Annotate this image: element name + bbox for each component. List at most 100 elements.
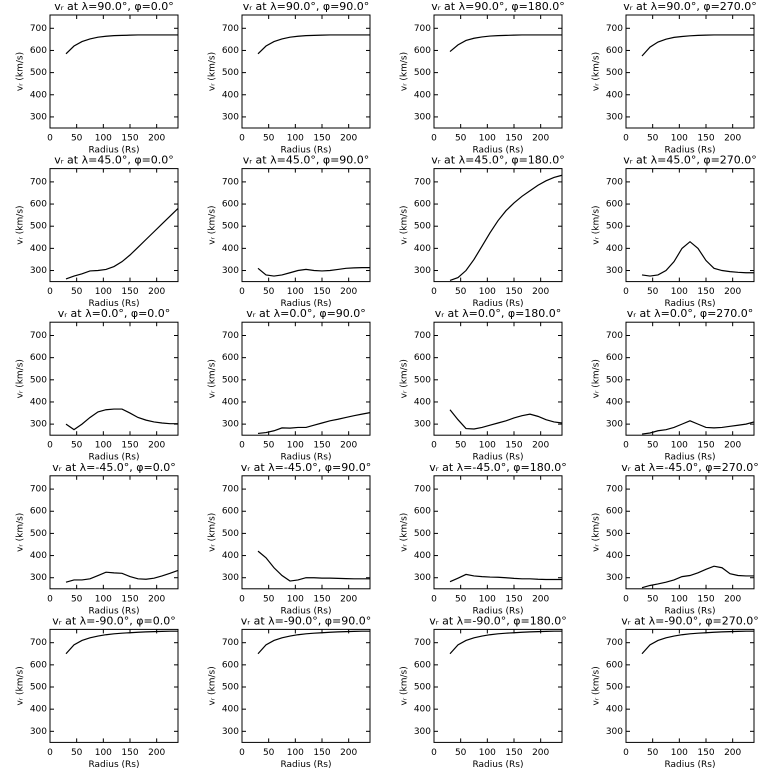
y-tick-label: 300 bbox=[414, 112, 431, 122]
chart-title: vᵣ at λ=0.0°, φ=0.0° bbox=[58, 307, 171, 320]
panel: vᵣ at λ=-90.0°, φ=180.0° Radius (Rs) vᵣ (k… bbox=[400, 614, 567, 768]
x-tick-label: 100 bbox=[671, 748, 688, 758]
x-axis-label: Radius (Rs) bbox=[280, 606, 331, 616]
x-tick-label: 100 bbox=[287, 594, 304, 604]
data-line bbox=[449, 174, 563, 282]
panel: vᵣ at λ=0.0°, φ=0.0° Radius (Rs) vᵣ (km/s)… bbox=[16, 307, 179, 463]
plot-frame bbox=[433, 168, 563, 283]
plot-frame bbox=[49, 321, 179, 436]
y-tick-label: 700 bbox=[414, 177, 431, 187]
y-tick-label: 400 bbox=[606, 705, 623, 715]
y-axis-label: vᵣ (km/s) bbox=[208, 359, 218, 398]
x-tick-label: 200 bbox=[724, 287, 741, 297]
x-tick-label: 150 bbox=[313, 441, 330, 451]
y-axis-label: vᵣ (km/s) bbox=[592, 513, 602, 552]
y-tick-label: 500 bbox=[414, 683, 431, 693]
y-tick-label: 700 bbox=[606, 331, 623, 341]
x-tick-label: 150 bbox=[697, 441, 714, 451]
y-tick-label: 400 bbox=[414, 551, 431, 561]
x-tick-label: 200 bbox=[340, 594, 357, 604]
x-tick-label: 200 bbox=[340, 134, 357, 144]
y-tick-label: 500 bbox=[222, 375, 239, 385]
y-tick-label: 500 bbox=[222, 222, 239, 232]
chart-title: vᵣ at λ=-90.0°, φ=90.0° bbox=[241, 614, 372, 627]
y-axis-label: vᵣ (km/s) bbox=[400, 52, 410, 91]
panel: vᵣ at λ=-90.0°, φ=90.0° Radius (Rs) vᵣ (km… bbox=[208, 614, 372, 768]
x-tick-label: 100 bbox=[287, 748, 304, 758]
x-axis-label: Radius (Rs) bbox=[664, 760, 715, 768]
y-tick-label: 600 bbox=[606, 46, 623, 56]
x-tick-label: 50 bbox=[647, 748, 659, 758]
y-tick-label: 500 bbox=[606, 68, 623, 78]
y-tick-label: 600 bbox=[606, 200, 623, 210]
x-tick-label: 0 bbox=[239, 287, 245, 297]
plot-frame bbox=[625, 168, 755, 283]
x-tick-label: 100 bbox=[95, 748, 112, 758]
y-tick-label: 500 bbox=[606, 683, 623, 693]
data-line bbox=[65, 208, 179, 280]
x-axis-label: Radius (Rs) bbox=[664, 146, 715, 156]
x-tick-label: 0 bbox=[431, 441, 437, 451]
x-tick-label: 150 bbox=[313, 748, 330, 758]
x-tick-label: 0 bbox=[47, 134, 53, 144]
x-tick-label: 150 bbox=[121, 594, 138, 604]
panel: vᵣ at λ=90.0°, φ=90.0° Radius (Rs) vᵣ (km/… bbox=[208, 0, 371, 156]
chart-title: vᵣ at λ=45.0°, φ=180.0° bbox=[431, 154, 565, 167]
y-tick-label: 300 bbox=[606, 727, 623, 737]
y-tick-label: 400 bbox=[30, 397, 47, 407]
y-axis-label: vᵣ (km/s) bbox=[16, 666, 26, 705]
y-tick-label: 600 bbox=[606, 507, 623, 517]
y-tick-label: 600 bbox=[414, 507, 431, 517]
y-tick-label: 400 bbox=[414, 705, 431, 715]
x-tick-label: 50 bbox=[263, 594, 275, 604]
y-tick-label: 700 bbox=[222, 24, 239, 34]
plot-frame bbox=[625, 628, 755, 743]
y-tick-label: 300 bbox=[606, 112, 623, 122]
plot-frame bbox=[49, 628, 179, 743]
y-tick-label: 600 bbox=[414, 46, 431, 56]
y-tick-label: 300 bbox=[222, 420, 239, 430]
y-tick-label: 500 bbox=[414, 68, 431, 78]
x-axis-label: Radius (Rs) bbox=[472, 760, 523, 768]
y-tick-label: 500 bbox=[30, 68, 47, 78]
y-tick-label: 700 bbox=[606, 638, 623, 648]
y-tick-label: 500 bbox=[222, 529, 239, 539]
y-tick-label: 500 bbox=[222, 68, 239, 78]
x-tick-label: 100 bbox=[95, 441, 112, 451]
panel: vᵣ at λ=45.0°, φ=180.0° Radius (Rs) vᵣ (km… bbox=[400, 154, 565, 310]
x-tick-label: 200 bbox=[340, 287, 357, 297]
panel: vᵣ at λ=-90.0°, φ=270.0° Radius (Rs) vᵣ (k… bbox=[592, 614, 759, 768]
x-tick-label: 100 bbox=[287, 134, 304, 144]
x-tick-label: 200 bbox=[148, 748, 165, 758]
y-tick-label: 500 bbox=[606, 529, 623, 539]
x-tick-label: 0 bbox=[623, 134, 629, 144]
x-tick-label: 100 bbox=[287, 441, 304, 451]
data-line bbox=[449, 573, 562, 583]
data-line bbox=[65, 630, 178, 655]
x-axis-label: Radius (Rs) bbox=[88, 760, 139, 768]
x-tick-label: 150 bbox=[313, 134, 330, 144]
panel: vᵣ at λ=45.0°, φ=90.0° Radius (Rs) vᵣ (km/… bbox=[208, 154, 371, 309]
data-line bbox=[641, 420, 755, 435]
chart-title: vᵣ at λ=-90.0°, φ=270.0° bbox=[621, 614, 759, 627]
x-tick-label: 150 bbox=[697, 748, 714, 758]
x-tick-label: 150 bbox=[505, 441, 522, 451]
y-tick-label: 700 bbox=[606, 24, 623, 34]
x-tick-label: 100 bbox=[671, 287, 688, 297]
panel: vᵣ at λ=0.0°, φ=180.0° Radius (Rs) vᵣ (km/… bbox=[400, 307, 563, 463]
x-tick-label: 0 bbox=[623, 594, 629, 604]
x-tick-label: 50 bbox=[71, 748, 83, 758]
chart-title: vᵣ at λ=0.0°, φ=180.0° bbox=[435, 307, 562, 320]
x-tick-label: 50 bbox=[455, 134, 467, 144]
y-tick-label: 600 bbox=[30, 660, 47, 670]
y-tick-label: 600 bbox=[606, 660, 623, 670]
y-tick-label: 300 bbox=[30, 727, 47, 737]
y-tick-label: 300 bbox=[414, 266, 431, 276]
chart-title: vᵣ at λ=0.0°, φ=270.0° bbox=[627, 307, 754, 320]
y-tick-label: 600 bbox=[414, 660, 431, 670]
chart-title: vᵣ at λ=0.0°, φ=90.0° bbox=[246, 307, 366, 320]
x-tick-label: 0 bbox=[431, 748, 437, 758]
x-tick-label: 0 bbox=[239, 748, 245, 758]
y-tick-label: 400 bbox=[414, 397, 431, 407]
x-tick-label: 150 bbox=[697, 287, 714, 297]
